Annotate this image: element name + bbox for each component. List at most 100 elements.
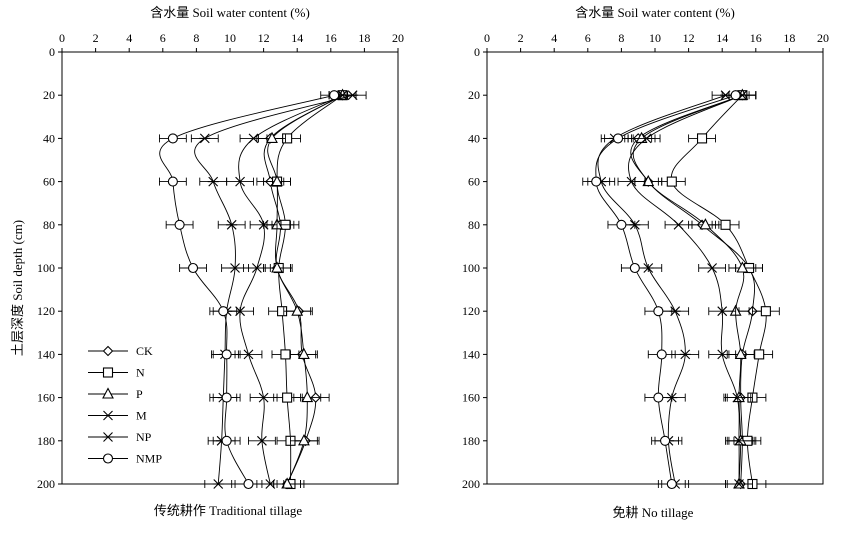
data-point <box>271 174 283 187</box>
data-point <box>207 176 219 187</box>
y-tick-label: 100 <box>37 261 55 275</box>
legend-marker <box>102 387 114 399</box>
x-tick-label: 4 <box>551 31 557 45</box>
series-line <box>238 94 343 485</box>
data-point <box>329 90 340 101</box>
data-point <box>212 479 224 489</box>
data-point <box>734 479 744 489</box>
data-point <box>257 435 267 446</box>
x-tick-label: 18 <box>358 31 370 45</box>
x-tick-label: 12 <box>258 31 270 45</box>
x-tick-label: 0 <box>59 31 65 45</box>
x-tick-label: 10 <box>224 31 236 45</box>
series-line <box>159 94 335 485</box>
series-nmp <box>582 90 750 490</box>
x-tick-label: 0 <box>484 31 490 45</box>
data-point <box>673 219 684 230</box>
x-tick-label: 16 <box>325 31 337 45</box>
data-point <box>591 176 602 187</box>
data-point <box>653 392 664 403</box>
legend-marker <box>102 432 114 442</box>
y-tick-label: 200 <box>37 477 55 491</box>
data-point <box>754 349 765 360</box>
legend-label: CK <box>136 344 153 358</box>
y-tick-label: 140 <box>462 347 480 361</box>
data-point <box>629 262 640 274</box>
y-tick-label: 60 <box>43 175 55 189</box>
x-axis-title: 含水量 Soil water content (%) <box>575 5 735 20</box>
x-tick-label: 10 <box>649 31 661 45</box>
legend-label: NMP <box>136 452 162 466</box>
x-tick-label: 8 <box>193 31 199 45</box>
series-line <box>628 94 743 485</box>
series-line <box>630 94 756 485</box>
legend-label: M <box>136 409 147 423</box>
series-line <box>194 94 353 485</box>
x-tick-label: 6 <box>160 31 166 45</box>
data-point <box>696 133 708 144</box>
data-point <box>221 392 232 403</box>
data-point <box>760 306 771 317</box>
data-point <box>641 133 652 144</box>
data-point <box>258 219 269 230</box>
series-ck <box>624 89 767 490</box>
data-point <box>720 219 731 230</box>
data-point <box>666 176 677 187</box>
data-point <box>653 306 664 317</box>
data-point <box>734 347 747 359</box>
x-tick-label: 12 <box>683 31 695 45</box>
y-tick-label: 100 <box>462 261 480 275</box>
y-tick-label: 60 <box>468 175 480 189</box>
x-tick-label: 14 <box>291 31 303 45</box>
data-point <box>736 261 749 273</box>
y-tick-label: 120 <box>462 304 480 318</box>
data-point <box>734 435 744 446</box>
data-point <box>199 133 211 144</box>
series-line <box>263 94 343 485</box>
data-point <box>699 218 712 230</box>
data-point <box>282 392 293 403</box>
series-line <box>276 94 343 485</box>
data-point <box>187 262 199 274</box>
data-point <box>248 133 259 144</box>
data-point <box>347 90 359 101</box>
data-point <box>717 349 728 360</box>
y-axis-title: 土层深度 Soil depth (cm) <box>10 220 25 356</box>
series-m <box>226 90 357 489</box>
series-line <box>597 94 726 485</box>
data-point <box>612 133 624 144</box>
legend-marker <box>102 367 114 378</box>
y-tick-label: 80 <box>43 218 55 232</box>
legend-item-p: P <box>88 387 143 401</box>
series-np <box>587 90 740 489</box>
data-point <box>243 478 254 490</box>
data-point <box>174 219 185 230</box>
legend-item-np: NP <box>88 430 152 444</box>
legend-item-n: N <box>88 366 145 380</box>
legend-label: N <box>136 366 145 380</box>
x-tick-label: 14 <box>716 31 728 45</box>
data-point <box>251 263 262 273</box>
y-tick-label: 140 <box>37 347 55 361</box>
x-axis-title: 含水量 Soil water content (%) <box>150 5 310 20</box>
x-tick-label: 20 <box>817 31 829 45</box>
data-point <box>298 347 310 359</box>
legend-marker <box>102 345 114 357</box>
panel-caption: 传统耕作 Traditional tillage <box>154 503 303 518</box>
legend-marker <box>103 410 113 421</box>
data-point <box>266 131 278 143</box>
y-tick-label: 200 <box>462 477 480 491</box>
data-point <box>271 261 283 273</box>
legend-item-nmp: NMP <box>88 452 162 466</box>
series-m <box>617 90 757 489</box>
data-point <box>243 349 254 360</box>
data-point <box>167 176 178 187</box>
series-line <box>267 94 343 485</box>
y-tick-label: 180 <box>37 434 55 448</box>
data-point <box>281 477 294 489</box>
data-point <box>730 90 741 101</box>
y-tick-label: 40 <box>43 131 55 145</box>
data-point <box>258 392 269 403</box>
series-line <box>595 94 736 485</box>
